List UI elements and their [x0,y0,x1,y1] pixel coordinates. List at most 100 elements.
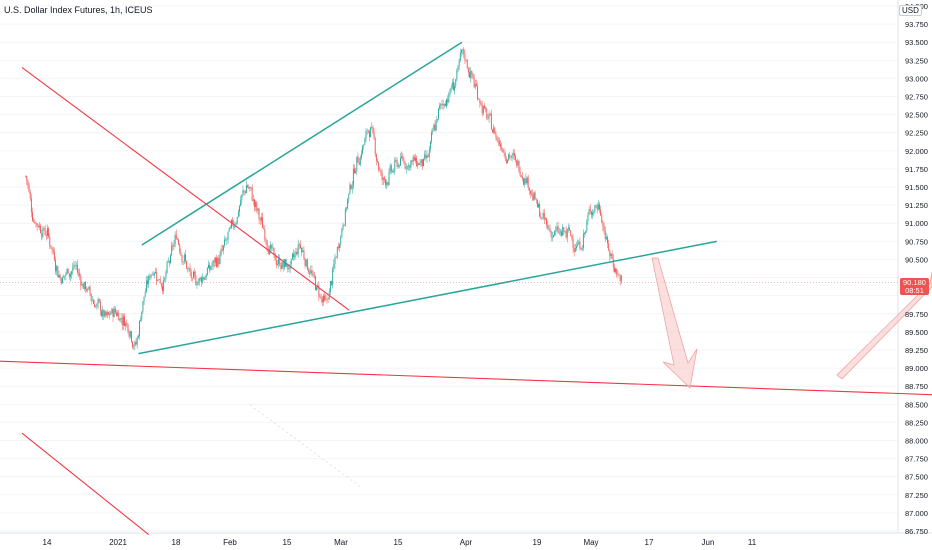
candle-body [450,88,452,90]
candle-body [166,261,168,273]
candle-body [423,158,424,167]
candle-body [229,227,231,229]
drawings-layer[interactable] [0,41,932,536]
candle-body [64,275,66,277]
candle-body [181,255,183,262]
candle-body [605,237,607,240]
candle-body [96,303,98,307]
candle-body [49,236,51,246]
candle-body [443,104,445,106]
candle-body [402,155,404,161]
candle-body [323,295,324,303]
price-tick-label: 92.000 [905,147,928,156]
candle-body [163,280,165,291]
candle-body [141,311,143,320]
teal-trendline [138,240,717,355]
candle-body [526,177,528,184]
candle-body [366,130,368,132]
candle-body [343,224,345,226]
candle-body [248,187,250,189]
candle-body [187,268,189,269]
candle-body [52,249,54,253]
price-axis[interactable]: 94.00093.75093.50093.25093.00092.75092.5… [905,2,928,536]
candle-body [377,160,378,163]
candle-body [114,308,116,313]
candle-body [387,182,389,185]
candle-body [434,124,436,131]
candle-body [37,226,39,228]
candle-body [157,279,159,282]
candle-body [389,165,391,173]
candle-body [385,179,387,186]
candle-body [538,203,539,208]
candle-body [427,155,429,158]
candle-body [106,312,108,316]
candle-body [412,156,414,162]
candle-body [505,158,507,163]
candle-body [481,104,483,114]
candle-body [87,289,89,291]
candle-body [267,248,269,255]
candle-body [501,146,503,149]
candle-body [133,346,135,348]
candle-body [190,272,192,278]
candle-body [127,323,129,332]
candle-body [226,239,228,241]
candle-body [93,300,94,304]
candle-body [472,74,474,78]
candle-body [617,274,619,276]
candle-body [390,165,392,172]
candle-body [386,182,388,186]
overlay-layer[interactable] [651,257,932,389]
candle-body [478,98,480,100]
time-axis[interactable]: 14 2021 18 Feb 15 Mar 15 Apr 19 May 17 Jun 11 [43,538,757,547]
candle-body [426,155,428,159]
candle-body [534,192,536,200]
price-tick-label: 88.500 [905,400,928,409]
candle-body [103,309,105,317]
candle-body [513,152,515,157]
candle-body [570,230,572,236]
candle-body [398,165,400,166]
candle-body [147,280,148,285]
down-arrow-drawing [651,257,698,389]
candle-body [283,259,285,268]
candle-body [350,184,352,189]
candle-body [119,318,121,321]
candle-body [152,274,154,275]
candle-body [59,274,61,279]
candle-body [73,265,75,268]
candle-body [452,82,454,91]
candle-body [75,264,77,266]
candle-body [41,233,43,237]
candle-body [178,239,180,245]
currency-label[interactable]: USD [899,5,922,16]
candle-body [393,171,395,172]
candle-body [89,286,91,294]
candle-body [403,160,405,163]
candle-body [380,170,382,174]
candle-body [512,152,514,156]
time-tick-label: 14 [43,538,52,547]
candle-body [331,281,332,285]
candle-body [221,248,223,251]
candle-body [302,250,304,253]
time-tick-label: Feb [223,538,237,547]
candle-body [406,166,408,168]
candle-body [287,263,289,270]
candle-body [597,204,599,210]
candle-body [577,244,579,247]
candle-body [275,260,277,265]
red-line [21,432,150,536]
candle-body [459,52,461,60]
candle-body [319,296,321,298]
candle-body [129,331,131,337]
price-grid [0,5,898,532]
candle-body [254,199,255,208]
candle-body [234,224,236,228]
candle-body [144,292,146,297]
candle-body [199,277,201,279]
candle-body [239,206,240,212]
teal-trendline [141,41,463,246]
